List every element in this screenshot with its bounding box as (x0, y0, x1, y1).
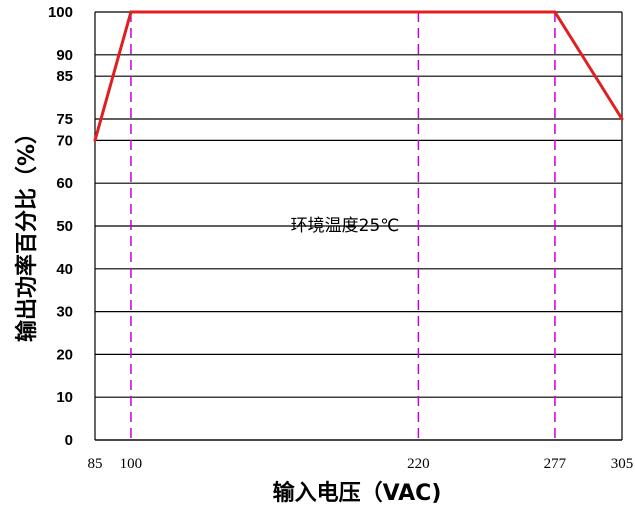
y-tick-label-90: 90 (56, 47, 73, 64)
y-tick-label-100: 100 (48, 4, 73, 21)
y-tick-label-0: 0 (65, 432, 73, 449)
x-tick-label-85: 85 (88, 456, 103, 472)
y-axis-label: 输出功率百分比（%） (14, 122, 40, 342)
axes (94, 12, 623, 441)
y-tick-label-60: 60 (56, 175, 73, 192)
x-tick-label-100: 100 (120, 456, 143, 472)
y-tick-label-50: 50 (56, 218, 73, 235)
y-tick-label-30: 30 (56, 304, 73, 321)
data-point-277-100 (553, 10, 557, 14)
y-tick-label-10: 10 (56, 389, 73, 406)
annotation-ambient-temperature: 环境温度25℃ (291, 216, 400, 236)
y-tick-label-20: 20 (56, 346, 73, 363)
reference-lines (130, 12, 556, 440)
y-tick-label-85: 85 (56, 68, 73, 85)
y-tick-labels: 0 10 20 30 40 50 60 70 75 85 90 100 (48, 4, 73, 449)
data-point-100-100 (129, 10, 133, 14)
y-tick-label-70: 70 (56, 132, 73, 149)
y-tick-label-75: 75 (56, 111, 73, 128)
series-line-0 (93, 10, 624, 141)
x-tick-labels: 85 100 220 277 305 (88, 456, 634, 472)
series-layer (93, 10, 624, 142)
x-tick-label-277: 277 (544, 456, 567, 472)
x-tick-label-220: 220 (407, 456, 430, 472)
data-point-85-70 (93, 138, 97, 142)
x-tick-label-305: 305 (611, 456, 634, 472)
data-point-305-75 (620, 117, 624, 121)
x-axis-label: 输入电压（VAC) (273, 480, 442, 506)
y-tick-label-40: 40 (56, 261, 73, 278)
